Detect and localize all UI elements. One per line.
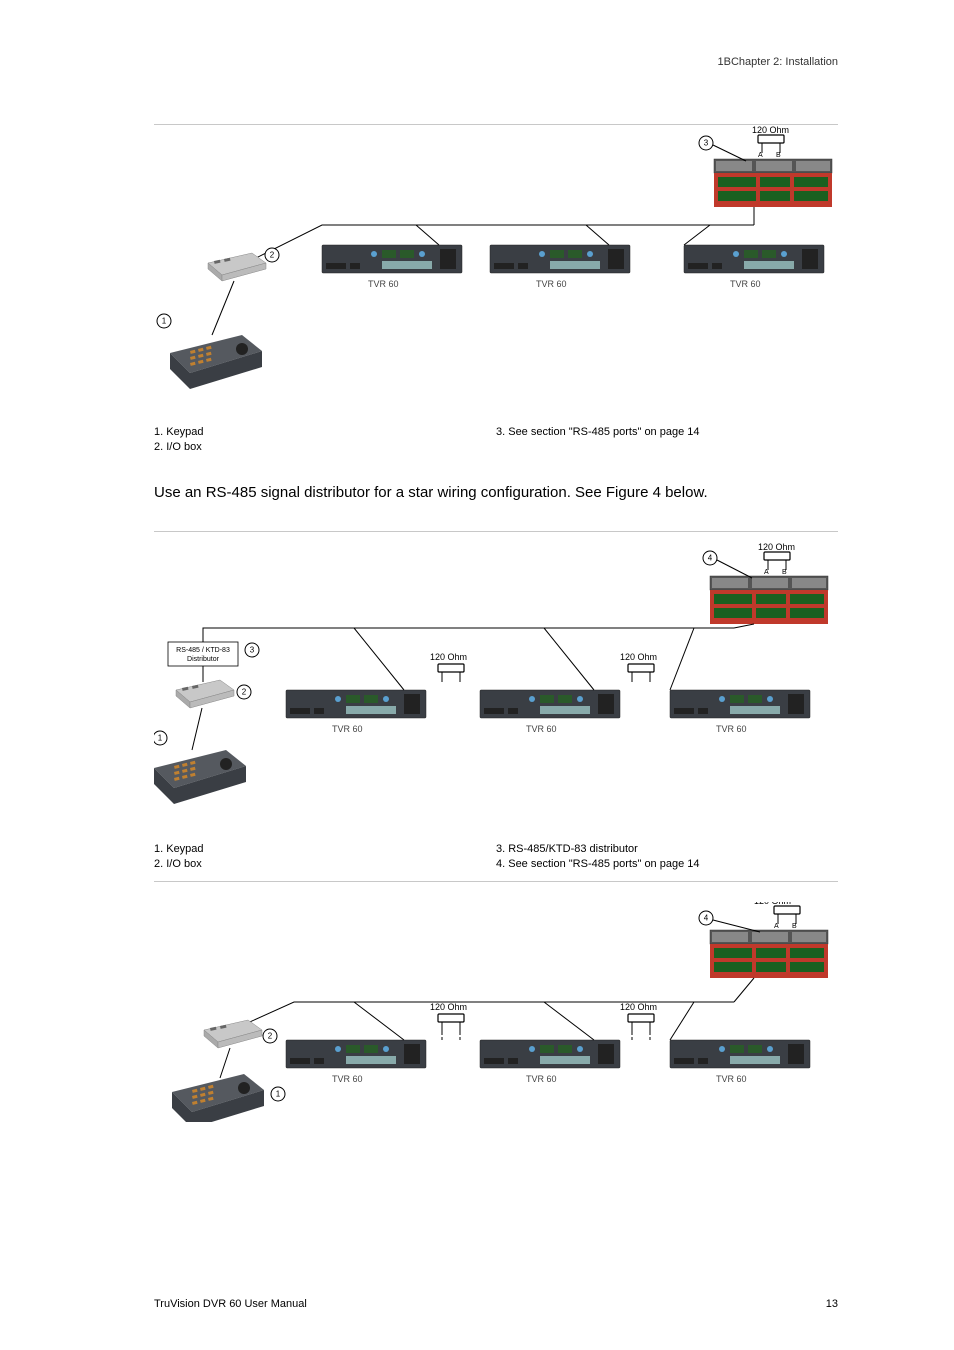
f2-dvr-1-label: TVR 60 — [332, 724, 363, 734]
f2-dvr-2-label: TVR 60 — [526, 724, 557, 734]
term-a-label: A — [758, 152, 763, 159]
figure2-svg: 120 Ohm A B 4 RS-485 / KTD-83 Distributo… — [154, 532, 838, 832]
f3-callout-1: 1 — [276, 1089, 281, 1098]
figure2: 120 Ohm A B 4 RS-485 / KTD-83 Distributo… — [154, 532, 838, 873]
f3-res-2-label: 120 Ohm — [620, 1002, 657, 1012]
f3-callout-2: 2 — [268, 1031, 273, 1040]
fig1-legend-1: 1. Keypad — [154, 425, 496, 440]
figure1: 120 Ohm A B 3 TVR 60 TVR 60 TVR 60 2 1 1… — [154, 125, 838, 456]
chapter-header: 1BChapter 2: Installation — [154, 56, 838, 68]
f2-term-b: B — [782, 569, 787, 576]
f2-callout-1: 1 — [158, 733, 163, 742]
f3-terminal-block — [710, 930, 828, 978]
dvr-1-label: TVR 60 — [368, 279, 399, 289]
f3-term-a: A — [774, 923, 779, 930]
f3-dvr-2-label: TVR 60 — [526, 1074, 557, 1084]
f2-dvr-3 — [670, 690, 810, 718]
terminal-block — [710, 576, 828, 624]
f3-iobox-icon — [204, 1020, 262, 1048]
callout-2: 2 — [270, 251, 275, 260]
f2-dvr-1 — [286, 690, 426, 718]
dvr-3 — [684, 245, 824, 273]
f3-res-2 — [628, 1014, 654, 1032]
resistor-icon — [764, 552, 790, 570]
footer-page: 13 — [826, 1298, 838, 1310]
fig2-legend-4: 4. See section "RS-485 ports" on page 14 — [496, 857, 838, 872]
f2-resistor-label: 120 Ohm — [758, 542, 795, 552]
dvr-2 — [490, 245, 630, 273]
dvr-1 — [322, 245, 462, 273]
f3-res-1-label: 120 Ohm — [430, 1002, 467, 1012]
f2-dvr-2 — [480, 690, 620, 718]
f3-dvr-3 — [670, 1040, 810, 1068]
fig1-legend-2: 2. I/O box — [154, 440, 496, 455]
callout-3: 3 — [704, 139, 709, 148]
footer-title: TruVision DVR 60 User Manual — [154, 1298, 307, 1310]
f2-callout-2: 2 — [242, 687, 247, 696]
f3-callout-4: 4 — [704, 913, 709, 922]
f3-resistor-label: 120 Ohm — [754, 902, 791, 906]
f3-dvr-2 — [480, 1040, 620, 1068]
resistor-icon — [758, 135, 784, 153]
f2-callout-4: 4 — [708, 553, 713, 562]
f3-dvr-1-label: TVR 60 — [332, 1074, 363, 1084]
f2-callout-3: 3 — [250, 645, 255, 654]
figure3-svg: 120 Ohm A B 4 TVR 60 TVR 60 TVR 60 120 O… — [154, 902, 838, 1122]
f3-keypad-icon — [172, 1074, 264, 1122]
figure1-svg: 120 Ohm A B 3 TVR 60 TVR 60 TVR 60 2 1 — [154, 125, 838, 415]
figure3: 120 Ohm A B 4 TVR 60 TVR 60 TVR 60 120 O… — [154, 902, 838, 1122]
dvr-3-label: TVR 60 — [730, 279, 761, 289]
figure1-legend: 1. Keypad 2. I/O box 3. See section "RS-… — [154, 425, 838, 456]
dvr-2-label: TVR 60 — [536, 279, 567, 289]
fig2-legend-1: 1. Keypad — [154, 842, 496, 857]
f2-dvr-3-label: TVR 60 — [716, 724, 747, 734]
keypad-icon — [170, 335, 262, 389]
page-footer: TruVision DVR 60 User Manual 13 — [154, 1298, 838, 1310]
f2-iobox-icon — [176, 680, 234, 708]
figure2-legend: 1. Keypad 2. I/O box 3. RS-485/KTD-83 di… — [154, 842, 838, 873]
fig2-legend-2: 2. I/O box — [154, 857, 496, 872]
distributor-l1: RS-485 / KTD-83 — [176, 647, 230, 654]
f2-res-1-label: 120 Ohm — [430, 652, 467, 662]
iobox-icon — [208, 253, 266, 281]
body-paragraph: Use an RS-485 signal distributor for a s… — [154, 482, 838, 503]
distributor-l2: Distributor — [187, 656, 220, 663]
terminal-block — [714, 159, 832, 207]
fig1-legend-3: 3. See section "RS-485 ports" on page 14 — [496, 425, 838, 440]
f3-dvr-3-label: TVR 60 — [716, 1074, 747, 1084]
f2-res-2 — [628, 664, 654, 682]
figure2-bottom-rule — [154, 881, 838, 882]
f3-term-b: B — [792, 923, 797, 930]
f3-dvr-1 — [286, 1040, 426, 1068]
f2-res-2-label: 120 Ohm — [620, 652, 657, 662]
f2-res-1 — [438, 664, 464, 682]
resistor-label: 120 Ohm — [752, 125, 789, 135]
term-b-label: B — [776, 152, 781, 159]
callout-1: 1 — [162, 317, 167, 326]
f3-res-1 — [438, 1014, 464, 1032]
f2-term-a: A — [764, 569, 769, 576]
f3-resistor-icon — [774, 906, 800, 924]
f2-keypad-icon — [154, 750, 246, 804]
fig2-legend-3: 3. RS-485/KTD-83 distributor — [496, 842, 838, 857]
